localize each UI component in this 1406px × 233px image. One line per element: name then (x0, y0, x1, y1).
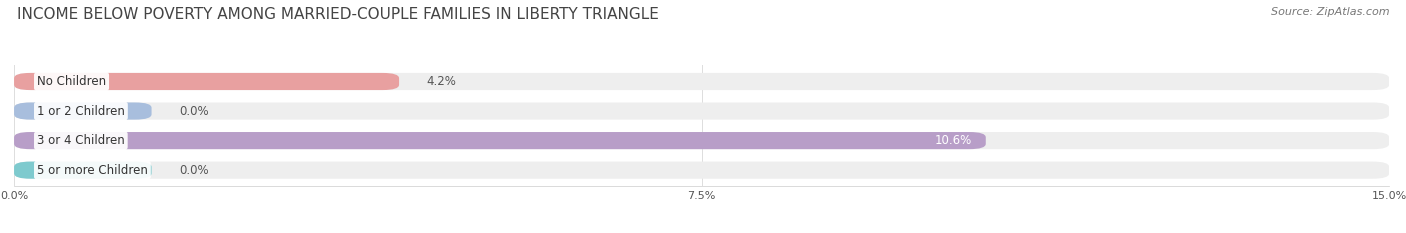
FancyBboxPatch shape (14, 73, 399, 90)
Text: 0.0%: 0.0% (179, 105, 208, 117)
Text: 0.0%: 0.0% (179, 164, 208, 177)
FancyBboxPatch shape (14, 103, 1389, 120)
Text: 5 or more Children: 5 or more Children (37, 164, 148, 177)
Text: Source: ZipAtlas.com: Source: ZipAtlas.com (1271, 7, 1389, 17)
Text: 1 or 2 Children: 1 or 2 Children (37, 105, 125, 117)
Text: 3 or 4 Children: 3 or 4 Children (37, 134, 125, 147)
Text: 4.2%: 4.2% (426, 75, 457, 88)
Text: INCOME BELOW POVERTY AMONG MARRIED-COUPLE FAMILIES IN LIBERTY TRIANGLE: INCOME BELOW POVERTY AMONG MARRIED-COUPL… (17, 7, 659, 22)
FancyBboxPatch shape (14, 132, 1389, 149)
FancyBboxPatch shape (14, 161, 152, 179)
FancyBboxPatch shape (14, 132, 986, 149)
FancyBboxPatch shape (14, 103, 152, 120)
Text: 10.6%: 10.6% (935, 134, 972, 147)
FancyBboxPatch shape (14, 73, 1389, 90)
Text: No Children: No Children (37, 75, 105, 88)
FancyBboxPatch shape (14, 161, 1389, 179)
